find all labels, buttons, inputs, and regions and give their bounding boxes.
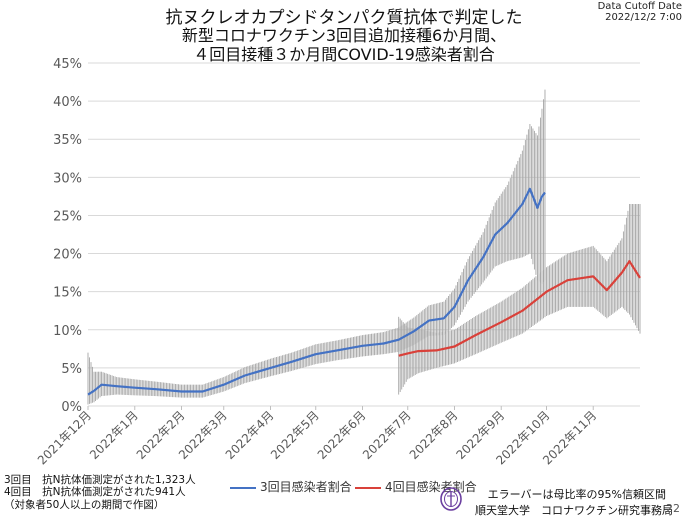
data-cutoff: Data Cutoff Date 2022/12/2 7:00	[598, 1, 682, 23]
series-line-3	[87, 187, 546, 396]
footnote-line3: （対象者50人以上の期間で作図）	[4, 499, 165, 511]
y-tick-label: 10%	[53, 324, 82, 339]
page-number: 22	[666, 502, 680, 515]
chart-title-line3: ４回目接種３か月間COVID-19感染者割合	[193, 45, 495, 64]
legend-label-series4: 4回目感染者割合	[385, 480, 477, 494]
error-bar-note: エラーバーは母比率の95%信頼区間	[487, 488, 666, 501]
juntendo-university-emblem-icon	[440, 487, 462, 511]
data-cutoff-label: Data Cutoff Date	[597, 1, 682, 12]
footnote-line2: 4回目 抗N抗体価測定がされた941人	[4, 486, 186, 498]
y-tick-label: 15%	[53, 286, 82, 301]
x-tick-label: 2022年5月	[268, 408, 322, 462]
y-tick-label: 25%	[53, 209, 82, 224]
y-tick-label: 5%	[61, 362, 82, 377]
y-tick-label: 30%	[53, 171, 82, 186]
y-tick-label: 45%	[53, 57, 82, 72]
x-tick-label: 2022年7月	[360, 408, 414, 462]
legend-item-series3: 3回目感染者割合	[230, 478, 352, 495]
chart-title-line1: 抗ヌクレオカプシドタンパク質抗体で判定した	[165, 8, 523, 28]
x-tick-label: 2022年8月	[407, 408, 461, 462]
data-cutoff-date: 2022/12/2 7:00	[605, 12, 682, 23]
legend-swatch-series4	[355, 486, 381, 489]
footer-organization: 順天堂大学 コロナワクチン研究事務局	[475, 504, 673, 517]
series-line-4	[398, 260, 641, 357]
chart-title-line2: 新型コロナワクチン3回目追加接種6か月間、	[181, 26, 507, 45]
y-tick-label: 20%	[53, 248, 82, 263]
legend-label-series3: 3回目感染者割合	[260, 480, 352, 494]
legend-swatch-series3	[230, 486, 256, 489]
footnote-line1: 3回目 抗N抗体価測定がされた1,323人	[4, 474, 196, 486]
y-tick-label: 35%	[53, 133, 82, 148]
y-tick-label: 40%	[53, 95, 82, 110]
y-tick-label: 0%	[61, 400, 82, 415]
x-tick-label: 2022年1月	[87, 408, 141, 462]
legend-item-series4: 4回目感染者割合	[355, 478, 477, 495]
x-tick-label: 2021年12月	[35, 408, 94, 467]
